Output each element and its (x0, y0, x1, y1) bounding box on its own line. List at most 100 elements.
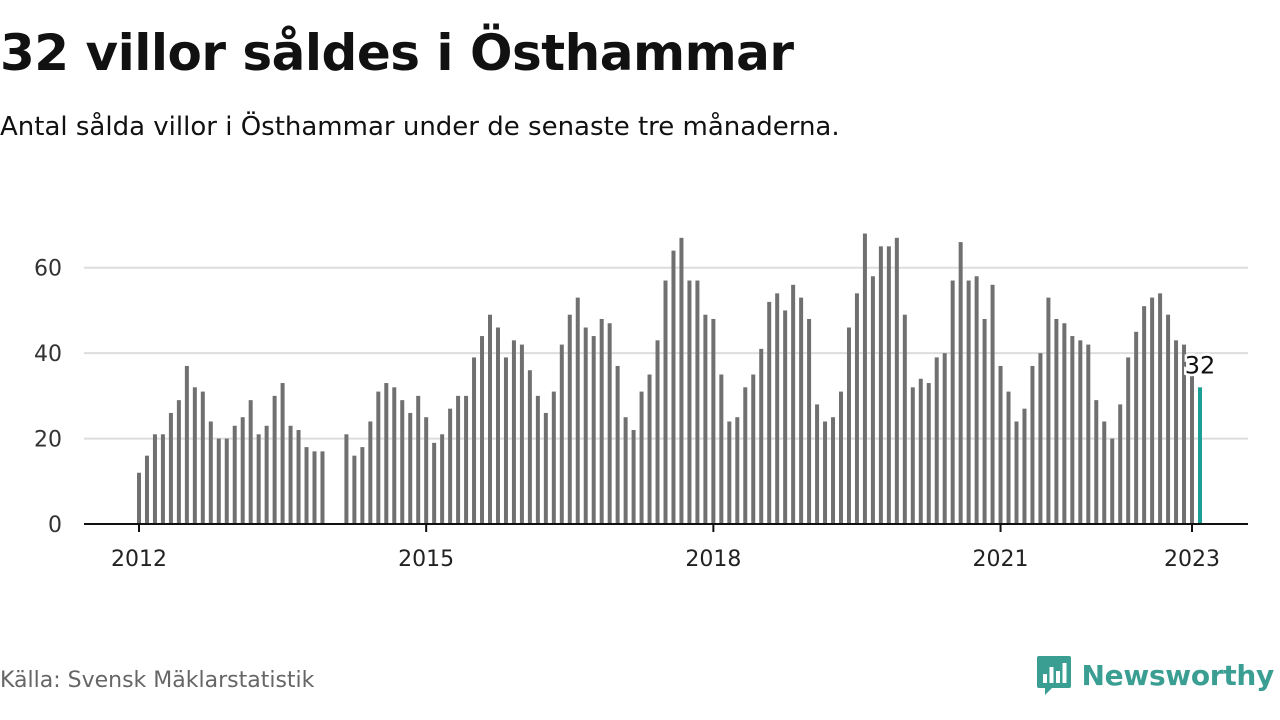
bar (1030, 365, 1035, 524)
bar (799, 297, 804, 524)
bar (527, 370, 532, 524)
bar (878, 246, 883, 524)
bar (575, 297, 580, 524)
bar (567, 314, 572, 524)
x-tick-label: 2021 (973, 547, 1029, 572)
x-tick-label: 2012 (111, 547, 167, 572)
bar (432, 442, 437, 524)
bar (942, 353, 947, 524)
bar (767, 301, 772, 524)
bar (480, 336, 485, 524)
bar (392, 387, 397, 524)
bar (543, 412, 548, 524)
bar (1046, 297, 1051, 524)
value-label: 32 (1185, 351, 1216, 379)
bar (1190, 374, 1194, 524)
bar (1022, 408, 1027, 524)
chart-subtitle: Antal sålda villor i Östhammar under de … (0, 112, 840, 142)
bar (464, 395, 469, 524)
bar (551, 391, 556, 524)
bar (1038, 353, 1043, 524)
bar (783, 310, 788, 524)
bar (1142, 306, 1147, 524)
bar (503, 357, 508, 524)
bar (839, 391, 843, 524)
bar (144, 455, 149, 524)
bar (248, 400, 253, 524)
bar (998, 365, 1003, 524)
bar (304, 447, 309, 524)
bar (168, 412, 173, 524)
bar (495, 327, 500, 524)
bar (647, 374, 652, 524)
y-tick-label: 20 (34, 428, 62, 453)
brand-name: Newsworthy (1081, 658, 1275, 692)
bar (288, 425, 293, 524)
bar (240, 417, 245, 524)
bar (256, 434, 261, 524)
bar (727, 421, 732, 524)
bar (591, 336, 596, 524)
bar (1134, 331, 1139, 524)
y-axis-ticks: 0 20 40 60 (34, 257, 62, 538)
bar (1094, 400, 1099, 524)
bar (208, 421, 213, 524)
bar (663, 280, 668, 524)
bar (368, 421, 373, 524)
bar (488, 314, 492, 524)
bar (743, 387, 748, 524)
bar (775, 293, 780, 524)
bars (137, 233, 1202, 525)
bar (846, 327, 851, 524)
bar-chart: 0 20 40 60 2012 2015 2018 2021 2023 32 (34, 233, 1248, 572)
bar (424, 417, 429, 524)
bar (807, 318, 812, 524)
bar (1070, 336, 1075, 524)
bar (815, 404, 820, 524)
bar (280, 383, 285, 524)
x-tick-label: 2023 (1164, 547, 1220, 572)
bar (1102, 421, 1107, 524)
x-tick-label: 2015 (398, 547, 454, 572)
bar (1110, 438, 1115, 524)
bar (192, 387, 197, 524)
bar (200, 391, 205, 524)
bar (966, 280, 971, 524)
y-tick-label: 0 (48, 513, 62, 538)
bar (926, 383, 931, 524)
y-tick-label: 40 (34, 342, 62, 367)
bar (1078, 340, 1083, 524)
bar (862, 233, 867, 525)
bar (639, 391, 644, 524)
bar (934, 357, 939, 524)
bar (1014, 421, 1019, 524)
bar (615, 365, 620, 524)
bar (1054, 318, 1059, 524)
bar (137, 472, 141, 524)
bar (312, 451, 317, 524)
bar (974, 276, 979, 524)
bar (360, 447, 365, 524)
newsworthy-logo-icon (1036, 656, 1071, 695)
bar (982, 318, 987, 524)
bar (918, 378, 923, 524)
bar (216, 438, 221, 524)
bar (559, 344, 564, 524)
bar (950, 280, 955, 524)
bar (607, 323, 612, 524)
bar (719, 374, 724, 524)
bar (352, 455, 357, 524)
bar (910, 387, 915, 524)
bar (400, 400, 405, 524)
chart-title: 32 villor såldes i Östhammar (0, 24, 794, 82)
bar (1118, 404, 1123, 524)
bar (695, 280, 700, 524)
bar (1158, 293, 1163, 524)
bar (456, 395, 461, 524)
bar (735, 417, 740, 524)
bar (759, 348, 764, 524)
bar (894, 237, 899, 525)
source-note: Källa: Svensk Mäklarstatistik (0, 668, 315, 693)
bar (1062, 323, 1067, 524)
value-labels: 32 (1182, 349, 1218, 382)
